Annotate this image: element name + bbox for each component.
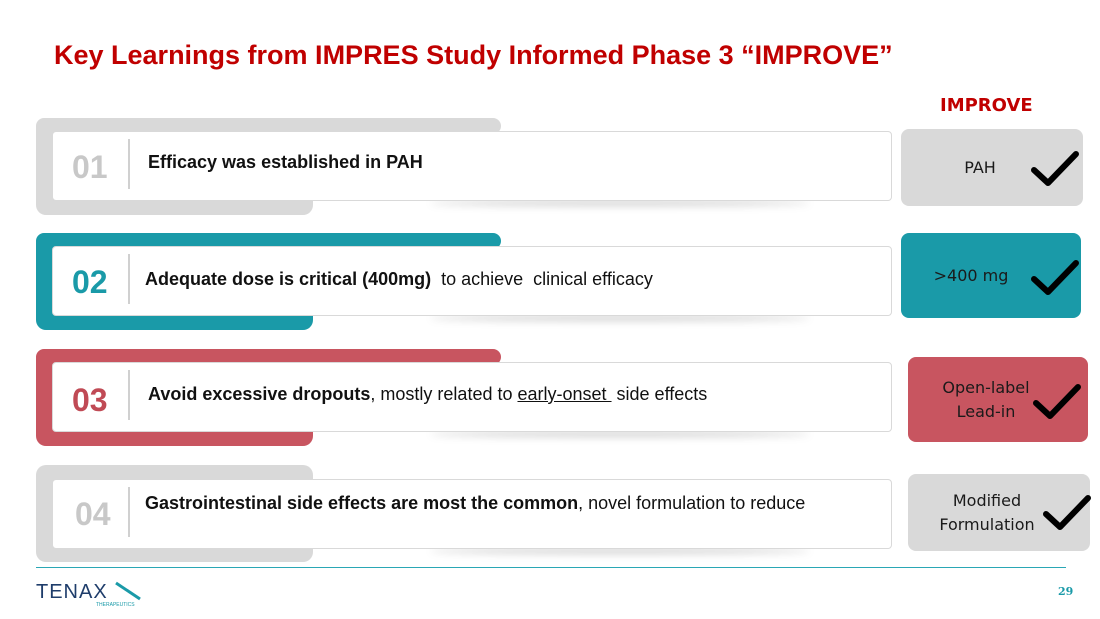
learning-statement: Efficacy was established in PAH: [148, 152, 423, 173]
learning-statement: Gastrointestinal side effects are most t…: [145, 493, 805, 514]
checkmark-icon: [1031, 151, 1079, 186]
company-logo: TENAX THERAPEUTICS: [36, 580, 156, 613]
row-number: 02: [72, 264, 108, 300]
improve-box-label: Open-label Lead-in: [942, 377, 1030, 421]
checkmark-icon: [1043, 495, 1091, 530]
row-number: 01: [72, 149, 108, 185]
learning-statement: Avoid excessive dropouts, mostly related…: [148, 384, 707, 405]
row-divider: [128, 370, 130, 420]
tenax-logo-icon: TENAX THERAPEUTICS: [36, 581, 141, 608]
improve-box: Modified Formulation: [908, 474, 1090, 551]
improve-box: Open-label Lead-in: [908, 357, 1088, 442]
slide-title: Key Learnings from IMPRES Study Informed…: [54, 40, 893, 70]
statement-bold: Avoid excessive dropouts: [148, 384, 371, 404]
statement-underlined: early-onset: [517, 384, 612, 404]
statement-text: , mostly related to: [370, 384, 518, 404]
learning-card: [52, 479, 892, 549]
statement-bold: Efficacy was established in PAH: [148, 152, 423, 172]
logo-tagline: THERAPEUTICS: [96, 602, 135, 608]
card-shadow: [430, 200, 810, 206]
improve-box-label: >400 mg: [933, 265, 1009, 285]
checkmark-icon: [1031, 260, 1079, 295]
statement-text: to achieve clinical efficacy: [431, 269, 653, 289]
card-shadow: [430, 431, 810, 437]
learning-card: [52, 246, 892, 316]
statement-bold: Adequate dose is critical (400mg): [145, 269, 432, 289]
row-number: 03: [72, 382, 108, 418]
statement-text-end: side effects: [611, 384, 708, 404]
row-divider: [128, 254, 130, 304]
improve-box-label: Modified Formulation: [939, 490, 1035, 534]
row-number: 04: [75, 496, 111, 532]
statement-bold: Gastrointestinal side effects are most t…: [145, 493, 579, 513]
footer-rule: [36, 567, 1066, 568]
improve-box-label: PAH: [964, 157, 996, 177]
statement-text: , novel formulation to reduce: [578, 493, 806, 513]
row-divider: [128, 139, 130, 189]
checkmark-icon: [1033, 384, 1081, 419]
card-shadow: [430, 315, 810, 321]
page-number: 29: [1058, 585, 1074, 598]
logo-wordmark: TENAX: [36, 581, 108, 603]
learning-statement: Adequate dose is critical (400mg) to ach…: [145, 269, 653, 290]
learning-card: [52, 131, 892, 201]
row-divider: [128, 487, 130, 537]
improve-box: PAH: [901, 129, 1083, 206]
improve-column-header: IMPROVE: [940, 95, 1033, 116]
card-shadow: [430, 548, 810, 554]
learning-card: [52, 362, 892, 432]
improve-box: >400 mg: [901, 233, 1081, 318]
